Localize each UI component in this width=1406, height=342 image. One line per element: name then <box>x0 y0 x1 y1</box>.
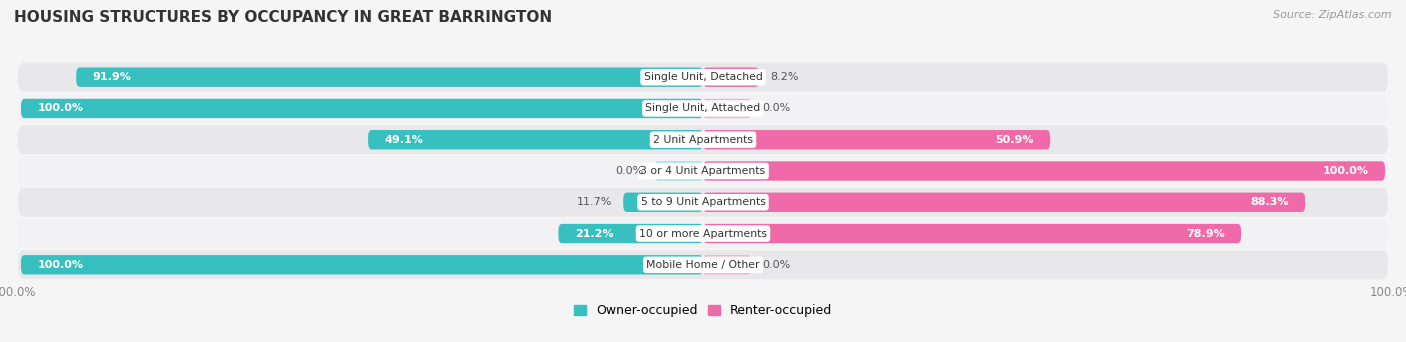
Legend: Owner-occupied, Renter-occupied: Owner-occupied, Renter-occupied <box>568 299 838 323</box>
FancyBboxPatch shape <box>76 67 703 87</box>
FancyBboxPatch shape <box>703 99 751 118</box>
FancyBboxPatch shape <box>21 255 703 275</box>
Text: Source: ZipAtlas.com: Source: ZipAtlas.com <box>1274 10 1392 20</box>
Text: 0.0%: 0.0% <box>762 260 790 270</box>
Text: 11.7%: 11.7% <box>576 197 612 207</box>
FancyBboxPatch shape <box>703 224 1241 243</box>
FancyBboxPatch shape <box>18 63 1388 92</box>
Text: 100.0%: 100.0% <box>38 260 83 270</box>
Text: 3 or 4 Unit Apartments: 3 or 4 Unit Apartments <box>641 166 765 176</box>
FancyBboxPatch shape <box>18 157 1388 185</box>
Text: 78.9%: 78.9% <box>1185 228 1225 238</box>
Text: 50.9%: 50.9% <box>995 135 1033 145</box>
FancyBboxPatch shape <box>21 99 703 118</box>
Text: 5 to 9 Unit Apartments: 5 to 9 Unit Apartments <box>641 197 765 207</box>
FancyBboxPatch shape <box>703 193 1305 212</box>
FancyBboxPatch shape <box>703 130 1050 149</box>
Text: 0.0%: 0.0% <box>762 104 790 114</box>
FancyBboxPatch shape <box>623 193 703 212</box>
Text: 88.3%: 88.3% <box>1250 197 1289 207</box>
FancyBboxPatch shape <box>18 188 1388 216</box>
Text: 100.0%: 100.0% <box>1323 166 1368 176</box>
FancyBboxPatch shape <box>655 161 703 181</box>
Text: Single Unit, Attached: Single Unit, Attached <box>645 104 761 114</box>
Text: 91.9%: 91.9% <box>93 72 132 82</box>
Text: HOUSING STRUCTURES BY OCCUPANCY IN GREAT BARRINGTON: HOUSING STRUCTURES BY OCCUPANCY IN GREAT… <box>14 10 553 25</box>
FancyBboxPatch shape <box>18 126 1388 154</box>
FancyBboxPatch shape <box>703 67 759 87</box>
Text: 8.2%: 8.2% <box>770 72 799 82</box>
FancyBboxPatch shape <box>703 255 751 275</box>
Text: 10 or more Apartments: 10 or more Apartments <box>638 228 768 238</box>
FancyBboxPatch shape <box>368 130 703 149</box>
Text: Mobile Home / Other: Mobile Home / Other <box>647 260 759 270</box>
Text: 21.2%: 21.2% <box>575 228 613 238</box>
FancyBboxPatch shape <box>18 250 1388 279</box>
Text: 49.1%: 49.1% <box>385 135 423 145</box>
FancyBboxPatch shape <box>703 161 1385 181</box>
Text: 100.0%: 100.0% <box>38 104 83 114</box>
FancyBboxPatch shape <box>18 94 1388 123</box>
Text: Single Unit, Detached: Single Unit, Detached <box>644 72 762 82</box>
FancyBboxPatch shape <box>18 219 1388 248</box>
Text: 2 Unit Apartments: 2 Unit Apartments <box>652 135 754 145</box>
FancyBboxPatch shape <box>558 224 703 243</box>
Text: 0.0%: 0.0% <box>616 166 644 176</box>
